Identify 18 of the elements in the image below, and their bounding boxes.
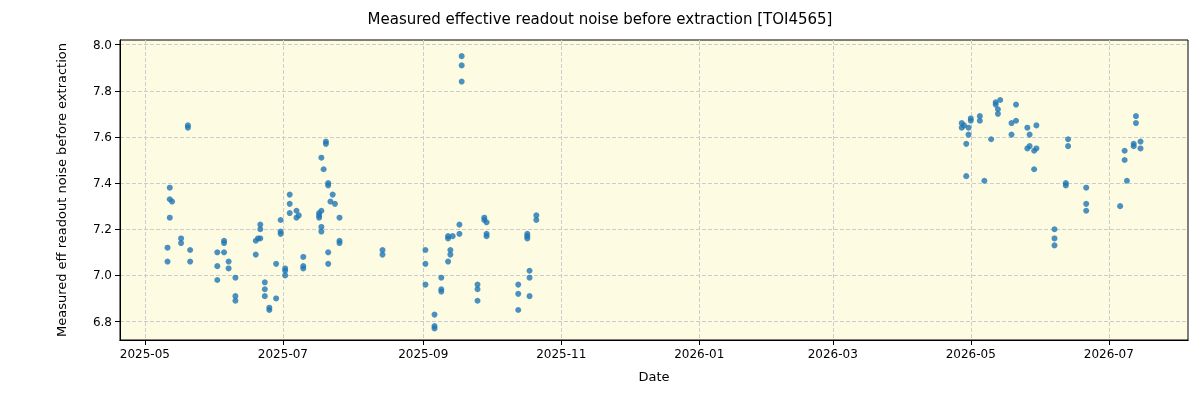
x-tick-label: 2026-05 [945,347,996,361]
x-tick-label: 2026-03 [807,347,858,361]
chart-title: Measured effective readout noise before extraction [TOI4565] [367,9,833,28]
x-tick-label: 2025-07 [257,347,308,361]
x-axis-title: Date [638,369,670,384]
y-axis-title: Measured eff readout noise before extraction [54,42,69,338]
y-tick-label: 7.0 [92,268,112,283]
y-tick-label: 7.6 [92,129,112,144]
y-tick-label: 7.2 [92,222,112,237]
x-tick-label: 2025-09 [398,347,449,361]
y-tick-label: 6.8 [92,314,112,329]
y-tick-label: 7.4 [92,176,112,191]
y-tick-label: 8.0 [92,37,112,52]
x-tick-label: 2026-01 [674,347,725,361]
x-tick-label: 2026-07 [1083,347,1134,361]
x-tick-label: 2025-05 [119,347,170,361]
x-tick-label: 2025-11 [536,347,587,361]
y-tick-label: 7.8 [92,83,112,98]
